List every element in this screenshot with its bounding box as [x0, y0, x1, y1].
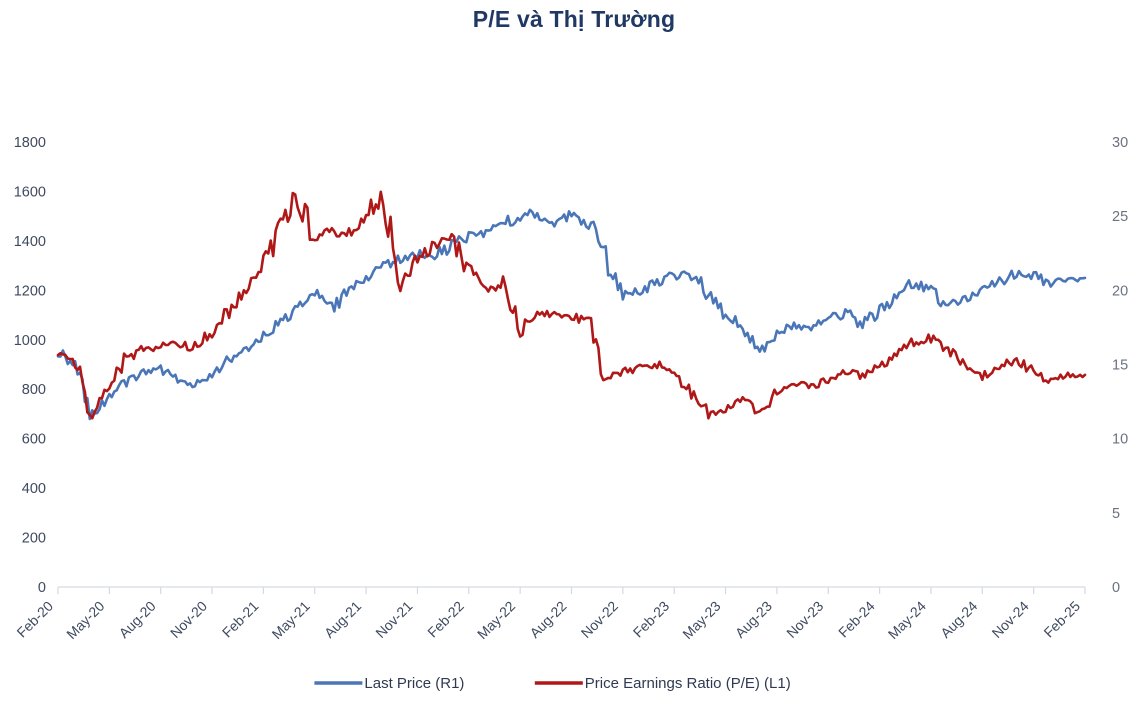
x-axis-tick-label: Aug-24: [937, 598, 980, 641]
series-line-2: [56, 190, 1087, 420]
left-axis-tick-label: 1400: [14, 234, 46, 250]
x-axis-tick-label: Nov-24: [989, 598, 1032, 641]
right-axis-tick-label: 15: [1112, 358, 1128, 374]
x-axis-tick-label: Aug-20: [116, 598, 159, 641]
x-axis-tick-label: Nov-23: [783, 598, 826, 641]
left-axis-tick-label: 1200: [14, 283, 46, 299]
x-axis-tick-label: Nov-21: [372, 598, 415, 641]
x-axis-tick-label: Feb-25: [1040, 598, 1083, 641]
legend-label-1: Last Price (R1): [364, 675, 464, 692]
left-axis-tick-label: 600: [22, 432, 46, 448]
right-axis-tick-label: 0: [1112, 580, 1120, 596]
x-axis-tick-label: May-21: [269, 598, 313, 642]
series-lines: [56, 190, 1087, 421]
left-axis-tick-label: 0: [38, 580, 46, 596]
right-axis: 0 5 10 15 20 25 30: [1112, 135, 1128, 596]
x-axis-tick-label: Aug-23: [732, 598, 775, 641]
right-axis-tick-label: 25: [1112, 209, 1128, 225]
chart-legend: Last Price (R1) Price Earnings Ratio (P/E…: [314, 675, 791, 692]
x-axis-tick-label: Aug-22: [526, 598, 569, 641]
x-axis-tick-label: May-22: [474, 598, 518, 642]
left-axis-tick-label: 1600: [14, 184, 46, 200]
legend-label-2: Price Earnings Ratio (P/E) (L1): [585, 675, 791, 692]
left-axis-tick-label: 1000: [14, 333, 46, 349]
x-axis-tick-label: May-23: [679, 598, 723, 642]
left-axis-tick-label: 200: [22, 531, 46, 547]
right-axis-tick-label: 30: [1112, 135, 1128, 151]
x-axis-tick-label: Feb-20: [13, 598, 56, 641]
x-axis-tick-label: Aug-21: [321, 598, 364, 641]
chart-title: P/E và Thị Trường: [472, 6, 676, 32]
x-axis-tick-label: Feb-21: [219, 598, 262, 641]
x-axis-tick-label: Feb-24: [835, 598, 878, 641]
x-axis-tick-label: Feb-22: [424, 598, 467, 641]
left-axis-tick-label: 400: [22, 481, 46, 497]
right-axis-tick-label: 10: [1112, 432, 1128, 448]
x-axis-tick-label: Feb-23: [630, 598, 673, 641]
x-axis-tick-label: Nov-20: [167, 598, 210, 641]
series-line-1: [56, 208, 1087, 421]
right-axis-tick-label: 5: [1112, 506, 1120, 522]
x-axis-tick-label: May-24: [885, 598, 929, 642]
x-axis-tick-label: May-20: [63, 598, 107, 642]
left-axis-tick-label: 1800: [14, 135, 46, 151]
left-axis: 0 200 400 600 800 1000 1200 1400 1600 1800: [14, 135, 46, 596]
right-axis-tick-label: 20: [1112, 283, 1128, 299]
x-axis-tick-label: Nov-22: [578, 598, 621, 641]
x-axis: Feb-20 May-20 Aug-20 Nov-20 Feb-21 May-21 Aug-…: [13, 586, 1086, 642]
left-axis-tick-label: 800: [22, 382, 46, 398]
